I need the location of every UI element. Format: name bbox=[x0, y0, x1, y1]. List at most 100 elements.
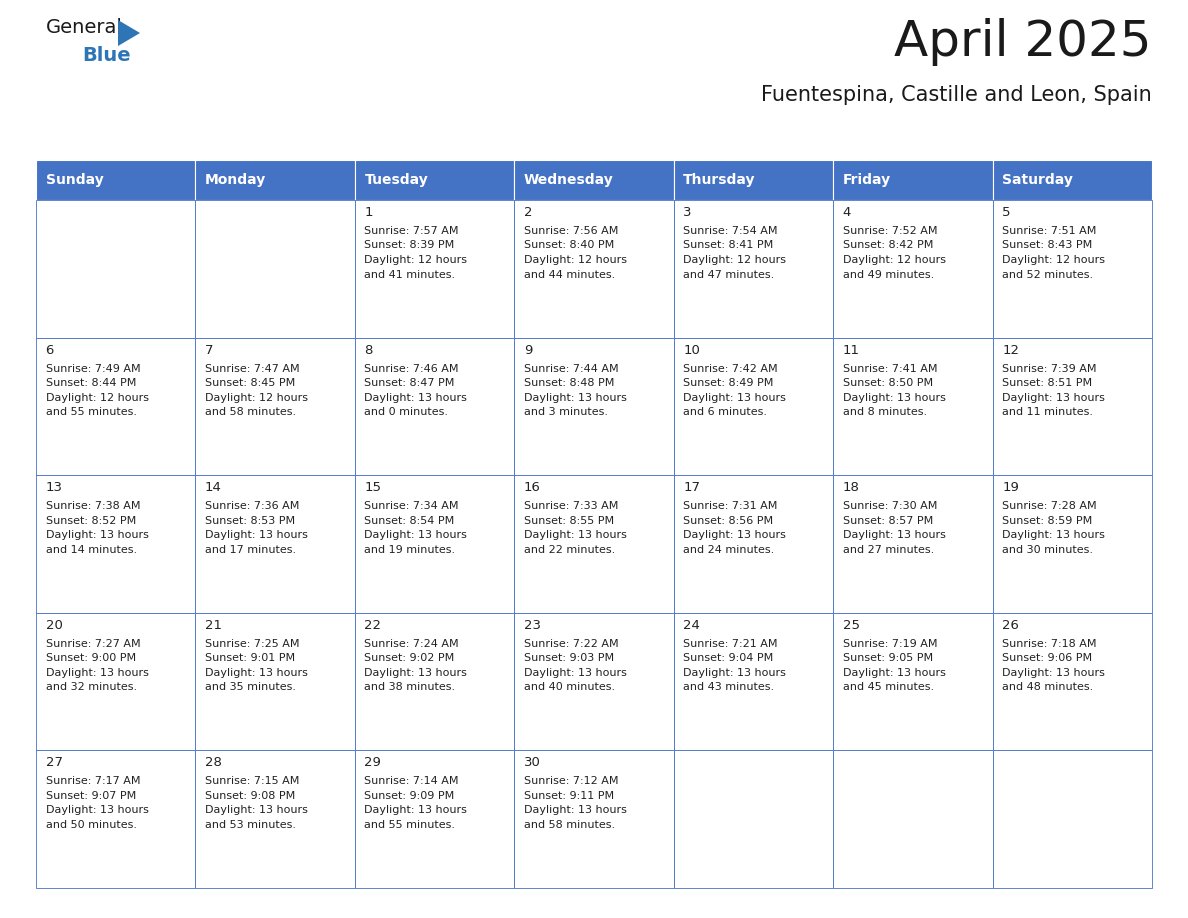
Text: Sunset: 8:43 PM: Sunset: 8:43 PM bbox=[1003, 241, 1093, 251]
Text: Daylight: 13 hours: Daylight: 13 hours bbox=[1003, 531, 1105, 540]
Text: 6: 6 bbox=[45, 343, 53, 356]
Text: General: General bbox=[46, 18, 122, 37]
Text: Sunrise: 7:22 AM: Sunrise: 7:22 AM bbox=[524, 639, 619, 649]
Text: Sunset: 8:52 PM: Sunset: 8:52 PM bbox=[45, 516, 135, 526]
Text: and 32 minutes.: and 32 minutes. bbox=[45, 682, 137, 692]
Text: Sunset: 8:40 PM: Sunset: 8:40 PM bbox=[524, 241, 614, 251]
Text: 1: 1 bbox=[365, 206, 373, 219]
Text: and 50 minutes.: and 50 minutes. bbox=[45, 820, 137, 830]
Text: Daylight: 13 hours: Daylight: 13 hours bbox=[206, 667, 308, 677]
Text: Sunset: 9:01 PM: Sunset: 9:01 PM bbox=[206, 654, 295, 664]
Bar bbox=[992, 200, 1152, 338]
Text: Sunrise: 7:56 AM: Sunrise: 7:56 AM bbox=[524, 226, 618, 236]
Text: Daylight: 13 hours: Daylight: 13 hours bbox=[206, 805, 308, 815]
Text: and 49 minutes.: and 49 minutes. bbox=[842, 270, 934, 279]
Text: 18: 18 bbox=[842, 481, 860, 494]
Text: Sunrise: 7:15 AM: Sunrise: 7:15 AM bbox=[206, 777, 299, 787]
Text: Sunset: 9:06 PM: Sunset: 9:06 PM bbox=[1003, 654, 1092, 664]
Text: 23: 23 bbox=[524, 619, 541, 632]
Text: 15: 15 bbox=[365, 481, 381, 494]
Text: 2: 2 bbox=[524, 206, 532, 219]
Bar bbox=[514, 160, 674, 200]
Bar bbox=[992, 613, 1152, 750]
Text: Sunrise: 7:52 AM: Sunrise: 7:52 AM bbox=[842, 226, 937, 236]
Text: Daylight: 13 hours: Daylight: 13 hours bbox=[365, 393, 467, 403]
Text: Daylight: 13 hours: Daylight: 13 hours bbox=[524, 531, 627, 540]
Text: and 41 minutes.: and 41 minutes. bbox=[365, 270, 455, 279]
Text: Daylight: 13 hours: Daylight: 13 hours bbox=[365, 667, 467, 677]
Bar bbox=[514, 613, 674, 750]
Text: 14: 14 bbox=[206, 481, 222, 494]
Text: Sunset: 8:55 PM: Sunset: 8:55 PM bbox=[524, 516, 614, 526]
Text: Friday: Friday bbox=[842, 173, 891, 187]
Bar bbox=[355, 750, 514, 888]
Bar bbox=[674, 338, 833, 476]
Bar bbox=[36, 338, 196, 476]
Text: Sunset: 9:09 PM: Sunset: 9:09 PM bbox=[365, 791, 455, 800]
Text: Sunset: 9:02 PM: Sunset: 9:02 PM bbox=[365, 654, 455, 664]
Text: and 40 minutes.: and 40 minutes. bbox=[524, 682, 615, 692]
Text: and 14 minutes.: and 14 minutes. bbox=[45, 544, 137, 554]
Bar bbox=[196, 338, 355, 476]
Text: Daylight: 13 hours: Daylight: 13 hours bbox=[524, 393, 627, 403]
Bar bbox=[674, 613, 833, 750]
Text: Sunset: 9:04 PM: Sunset: 9:04 PM bbox=[683, 654, 773, 664]
Text: Sunset: 8:45 PM: Sunset: 8:45 PM bbox=[206, 378, 296, 388]
Text: Sunrise: 7:47 AM: Sunrise: 7:47 AM bbox=[206, 364, 299, 374]
Text: Fuentespina, Castille and Leon, Spain: Fuentespina, Castille and Leon, Spain bbox=[762, 85, 1152, 105]
Text: Sunrise: 7:41 AM: Sunrise: 7:41 AM bbox=[842, 364, 937, 374]
Bar bbox=[36, 200, 196, 338]
Text: Daylight: 13 hours: Daylight: 13 hours bbox=[842, 531, 946, 540]
Bar bbox=[196, 750, 355, 888]
Text: Saturday: Saturday bbox=[1003, 173, 1073, 187]
Text: Sunrise: 7:54 AM: Sunrise: 7:54 AM bbox=[683, 226, 778, 236]
Text: Sunset: 8:54 PM: Sunset: 8:54 PM bbox=[365, 516, 455, 526]
Text: Tuesday: Tuesday bbox=[365, 173, 428, 187]
Text: 4: 4 bbox=[842, 206, 851, 219]
Text: and 47 minutes.: and 47 minutes. bbox=[683, 270, 775, 279]
Text: and 48 minutes.: and 48 minutes. bbox=[1003, 682, 1093, 692]
Text: Daylight: 12 hours: Daylight: 12 hours bbox=[45, 393, 148, 403]
Bar bbox=[355, 160, 514, 200]
Text: 8: 8 bbox=[365, 343, 373, 356]
Text: Daylight: 13 hours: Daylight: 13 hours bbox=[683, 667, 786, 677]
Bar bbox=[833, 338, 992, 476]
Text: and 22 minutes.: and 22 minutes. bbox=[524, 544, 615, 554]
Text: Sunrise: 7:12 AM: Sunrise: 7:12 AM bbox=[524, 777, 618, 787]
Text: and 0 minutes.: and 0 minutes. bbox=[365, 407, 448, 417]
Text: and 44 minutes.: and 44 minutes. bbox=[524, 270, 615, 279]
Text: Sunrise: 7:18 AM: Sunrise: 7:18 AM bbox=[1003, 639, 1097, 649]
Text: 11: 11 bbox=[842, 343, 860, 356]
Bar bbox=[196, 613, 355, 750]
Text: Sunset: 8:50 PM: Sunset: 8:50 PM bbox=[842, 378, 933, 388]
Text: 5: 5 bbox=[1003, 206, 1011, 219]
Text: and 6 minutes.: and 6 minutes. bbox=[683, 407, 767, 417]
Text: Sunrise: 7:19 AM: Sunrise: 7:19 AM bbox=[842, 639, 937, 649]
Text: Sunset: 8:47 PM: Sunset: 8:47 PM bbox=[365, 378, 455, 388]
Text: Sunrise: 7:38 AM: Sunrise: 7:38 AM bbox=[45, 501, 140, 511]
Bar bbox=[36, 613, 196, 750]
Text: Daylight: 13 hours: Daylight: 13 hours bbox=[683, 531, 786, 540]
Text: Sunset: 8:59 PM: Sunset: 8:59 PM bbox=[1003, 516, 1093, 526]
Text: Sunrise: 7:39 AM: Sunrise: 7:39 AM bbox=[1003, 364, 1097, 374]
Bar bbox=[674, 200, 833, 338]
Text: Monday: Monday bbox=[206, 173, 266, 187]
Text: Blue: Blue bbox=[82, 46, 131, 65]
Text: Sunset: 8:56 PM: Sunset: 8:56 PM bbox=[683, 516, 773, 526]
Text: Daylight: 13 hours: Daylight: 13 hours bbox=[45, 805, 148, 815]
Bar bbox=[674, 160, 833, 200]
Text: and 52 minutes.: and 52 minutes. bbox=[1003, 270, 1093, 279]
Text: Sunset: 8:49 PM: Sunset: 8:49 PM bbox=[683, 378, 773, 388]
Text: Daylight: 13 hours: Daylight: 13 hours bbox=[842, 667, 946, 677]
Text: Sunset: 9:03 PM: Sunset: 9:03 PM bbox=[524, 654, 614, 664]
Text: Sunset: 9:11 PM: Sunset: 9:11 PM bbox=[524, 791, 614, 800]
Text: 19: 19 bbox=[1003, 481, 1019, 494]
Text: 16: 16 bbox=[524, 481, 541, 494]
Text: and 55 minutes.: and 55 minutes. bbox=[45, 407, 137, 417]
Text: Sunrise: 7:44 AM: Sunrise: 7:44 AM bbox=[524, 364, 619, 374]
Text: Daylight: 13 hours: Daylight: 13 hours bbox=[683, 393, 786, 403]
Text: 10: 10 bbox=[683, 343, 700, 356]
Bar bbox=[514, 338, 674, 476]
Bar bbox=[514, 476, 674, 613]
Text: Sunrise: 7:27 AM: Sunrise: 7:27 AM bbox=[45, 639, 140, 649]
